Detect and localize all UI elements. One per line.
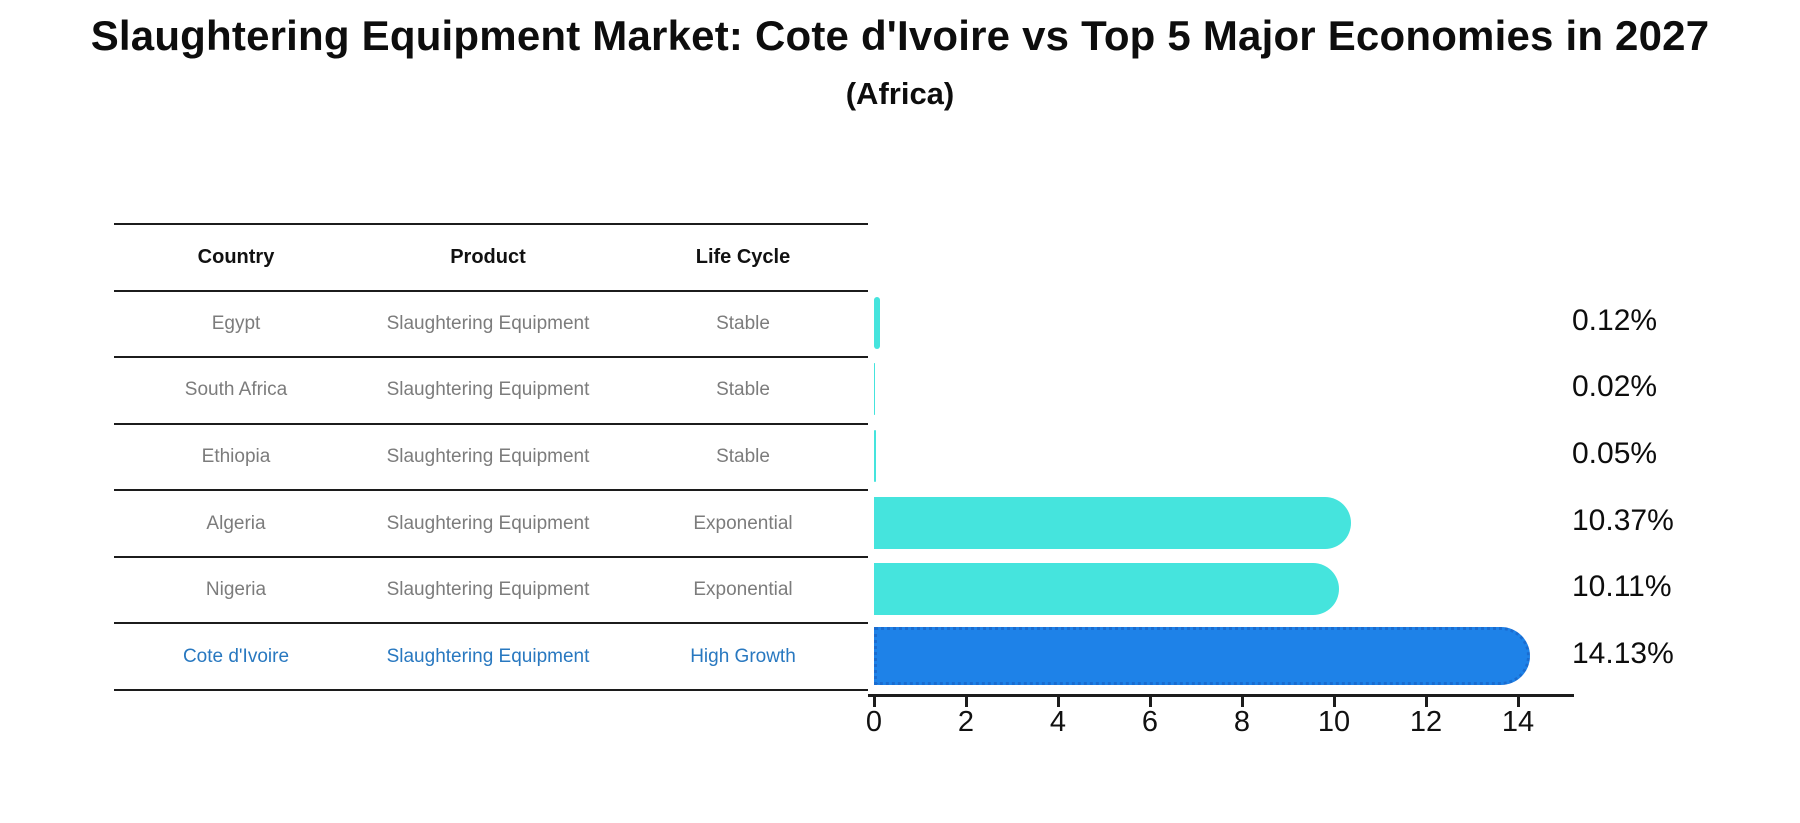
cell-country: Algeria [206,512,266,534]
bar-value-label: 0.02% [1572,370,1658,404]
cell-country: Ethiopia [201,445,271,467]
cell-product: Slaughtering Equipment [386,579,590,601]
chart-title: Slaughtering Equipment Market: Cote d'Iv… [90,12,1710,59]
cell-life-cycle: Stable [716,312,770,334]
cell-product: Slaughtering Equipment [386,512,590,534]
cell-country: South Africa [184,379,288,401]
x-axis-tick-label: 0 [865,706,883,738]
x-axis-tick [964,697,968,707]
cell-life-cycle: Exponential [693,579,793,601]
cell-country: Nigeria [205,579,267,601]
x-axis-tick-label: 8 [1233,706,1251,738]
x-axis-tick [1424,697,1428,707]
x-axis-tick-label: 14 [1501,706,1535,738]
table-row-nigeria: Nigeria Slaughtering Equipment Exponenti… [114,558,868,625]
x-axis-tick [1056,697,1060,707]
bar-value-label: 10.11% [1572,570,1672,604]
table-row-egypt: Egypt Slaughtering Equipment Stable [114,292,868,359]
cell-product: Slaughtering Equipment [386,445,590,467]
bar-value-label: 10.37% [1572,503,1674,537]
x-axis-tick [1332,697,1336,707]
cell-life-cycle: Stable [716,445,770,467]
x-axis-tick-label: 4 [1049,706,1067,738]
cell-country: Egypt [211,312,261,334]
x-axis-tick [872,697,876,707]
bar-value-label: 0.12% [1572,303,1658,337]
column-header-country: Country [197,245,275,268]
cell-country: Cote d'Ivoire [182,645,290,667]
country-table: Country Product Life Cycle Egypt Slaught… [114,223,868,691]
cell-product: Slaughtering Equipment [386,312,590,334]
column-header-product: Product [450,245,526,268]
table-row-cote-d-ivoire: Cote d'Ivoire Slaughtering Equipment Hig… [114,624,868,691]
bar-ethiopia [874,430,877,482]
cell-life-cycle: Stable [716,379,770,401]
x-axis-tick-label: 10 [1317,706,1351,738]
bar-south-africa [874,363,876,416]
x-axis-tick [1148,697,1152,707]
x-axis-tick [1240,697,1244,707]
table-row-algeria: Algeria Slaughtering Equipment Exponenti… [114,491,868,558]
bar-value-label: 0.05% [1572,437,1658,470]
x-axis-tick-label: 2 [957,706,975,738]
cell-product: Slaughtering Equipment [386,379,590,401]
bar-algeria [874,496,1352,549]
cell-life-cycle: High Growth [690,645,796,667]
x-axis-tick [1516,697,1520,707]
chart-subtitle: (Africa) [845,76,955,111]
table-row-south-africa: South Africa Slaughtering Equipment Stab… [114,358,868,425]
table-header-row: Country Product Life Cycle [114,225,868,292]
column-header-life-cycle: Life Cycle [695,245,791,268]
cell-product: Slaughtering Equipment [386,645,590,667]
x-axis-line [868,694,1574,697]
bar-nigeria [874,563,1340,616]
bar-cote-d-ivoire [874,626,1530,685]
x-axis-tick-label: 12 [1409,706,1443,738]
bar-egypt [874,296,880,349]
table-row-ethiopia: Ethiopia Slaughtering Equipment Stable [114,425,868,492]
x-axis-tick-label: 6 [1141,706,1159,738]
bar-value-label: 14.13% [1572,636,1674,670]
cell-life-cycle: Exponential [693,512,793,534]
